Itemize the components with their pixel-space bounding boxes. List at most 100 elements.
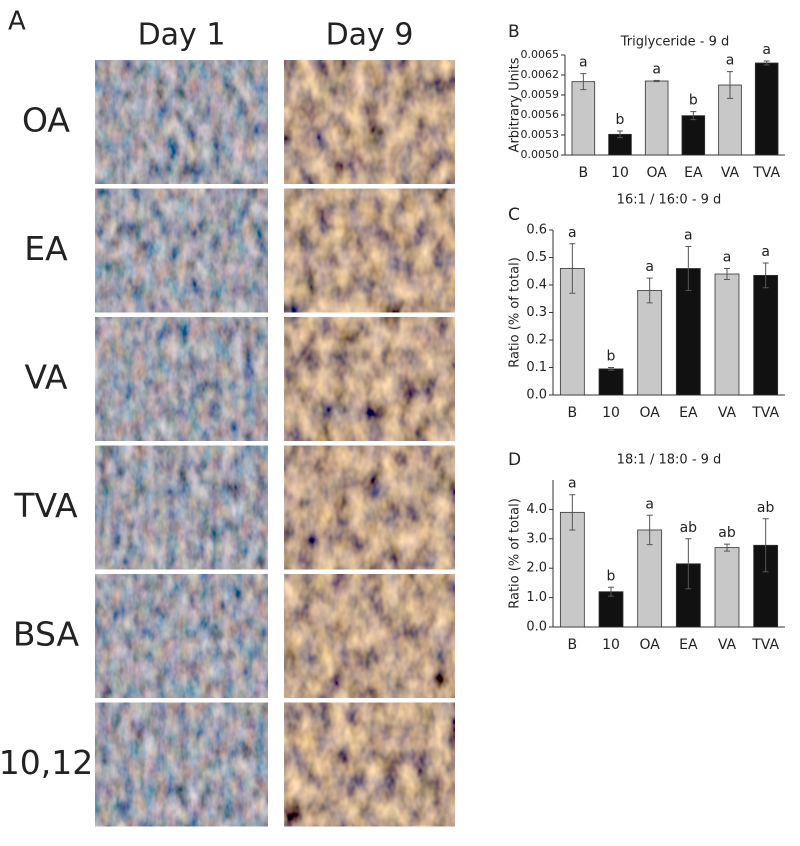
y-tick-label: 0.3 [526, 305, 547, 320]
significance-label: ab [680, 520, 698, 536]
micrograph [94, 444, 269, 571]
panel-label: C [508, 205, 520, 225]
error-bar [727, 71, 733, 99]
micrograph [94, 573, 269, 699]
bar [714, 547, 740, 628]
error-bar [724, 268, 730, 280]
row-label: 10,12 [0, 743, 93, 782]
y-axis-label: Arbitrary Units [508, 57, 523, 152]
bar [598, 591, 624, 628]
y-tick-label: 0.0 [526, 388, 547, 403]
significance-label: a [579, 55, 588, 71]
y-tick-label: 1.0 [526, 590, 547, 605]
x-tick-label: VA [718, 405, 737, 421]
y-tick-label: 0.2 [526, 333, 547, 348]
y-tick-label: 0.4 [526, 278, 547, 293]
significance-label: ab [718, 525, 736, 541]
x-tick-label: 10 [602, 405, 620, 421]
y-tick-label: 0.0059 [521, 88, 560, 101]
y-tick-label: 2.0 [526, 561, 547, 576]
x-tick-label: B [568, 405, 578, 421]
x-tick-label: EA [684, 165, 703, 181]
y-tick-label: 0.0065 [521, 48, 560, 61]
error-bar [608, 367, 614, 371]
x-tick-label: OA [639, 637, 660, 653]
error-bar [762, 262, 769, 289]
significance-label: b [616, 112, 625, 128]
error-bar [685, 246, 692, 291]
error-bar [617, 130, 623, 139]
significance-label: b [607, 349, 616, 365]
error-bar [653, 79, 660, 83]
column-header: Day 1 [138, 18, 226, 53]
panel-label: B [508, 22, 520, 42]
error-bar [580, 73, 587, 91]
y-tick-label: 0.0056 [521, 108, 560, 121]
row-label: TVA [13, 486, 78, 525]
significance-label: a [723, 250, 732, 266]
error-bar [646, 514, 653, 546]
micrograph [94, 701, 269, 828]
y-tick-label: 0.6 [526, 223, 547, 238]
x-tick-label: 10 [611, 165, 629, 181]
significance-label: a [761, 244, 770, 260]
column-header: Day 9 [326, 18, 414, 53]
y-tick-label: 0.5 [526, 250, 547, 265]
row-label: EA [24, 229, 68, 268]
x-tick-label: TVA [752, 165, 780, 181]
x-tick-label: EA [679, 637, 698, 653]
significance-label: a [568, 476, 577, 492]
y-tick-label: 0.0062 [521, 68, 560, 81]
significance-label: a [568, 225, 577, 241]
significance-label: a [645, 259, 654, 275]
row-label: OA [22, 101, 70, 140]
micrograph [283, 59, 456, 185]
micrograph [283, 701, 456, 828]
y-axis-label: Ratio (% of total) [508, 498, 523, 609]
bar [754, 62, 779, 156]
y-axis-label: Ratio (% of total) [508, 257, 523, 368]
micrograph [283, 316, 456, 442]
error-bar [569, 494, 576, 531]
row-label: VA [24, 358, 67, 397]
significance-label: a [762, 42, 771, 58]
bar [753, 274, 779, 396]
chart-title: 18:1 / 18:0 - 9 d [617, 453, 722, 468]
error-bar [724, 543, 730, 552]
error-bar [569, 243, 576, 294]
error-bar [608, 586, 614, 597]
significance-label: a [684, 228, 693, 244]
error-bar [763, 60, 770, 66]
significance-label: a [652, 61, 661, 77]
micrograph [94, 187, 269, 314]
bar [644, 80, 669, 156]
error-bar [646, 277, 653, 304]
y-tick-label: 0.0 [526, 620, 547, 635]
micrograph [94, 316, 269, 442]
y-tick-label: 0.0053 [521, 128, 560, 141]
y-tick-label: 0.1 [526, 360, 547, 375]
bar [571, 81, 596, 156]
x-tick-label: EA [679, 405, 698, 421]
chart-title: 16:1 / 16:0 - 9 d [617, 193, 722, 208]
x-tick-label: OA [646, 165, 667, 181]
x-tick-label: TVA [751, 637, 779, 653]
significance-label: b [689, 93, 698, 109]
micrograph [283, 573, 456, 699]
x-tick-label: TVA [751, 405, 779, 421]
micrograph [283, 444, 456, 571]
y-tick-label: 3.0 [526, 531, 547, 546]
y-tick-label: 4.0 [526, 502, 547, 517]
micrograph [283, 187, 456, 314]
bar [714, 273, 740, 396]
significance-label: b [607, 568, 616, 584]
error-bar [690, 111, 697, 121]
bar [598, 368, 624, 396]
significance-label: a [645, 496, 654, 512]
y-tick-label: 0.0050 [521, 148, 560, 161]
x-tick-label: VA [721, 165, 740, 181]
x-tick-label: OA [639, 405, 660, 421]
bar [637, 290, 663, 396]
